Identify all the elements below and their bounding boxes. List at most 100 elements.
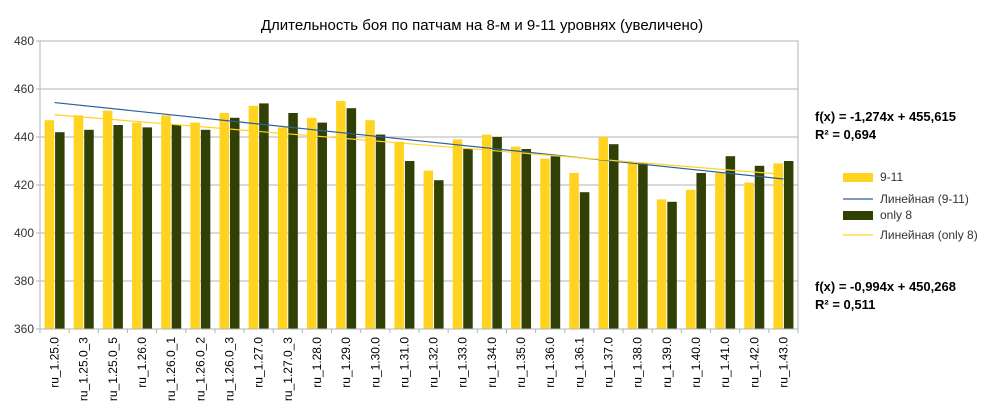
x-tick-label: ru_1.33.0 (456, 337, 470, 388)
bar-9-11 (627, 163, 638, 329)
x-tick-label: ru_1.39.0 (660, 337, 674, 388)
x-tick-label: ru_1.35.0 (514, 337, 528, 388)
bar-9-11 (685, 189, 696, 329)
trendline-only-8 (54, 114, 784, 175)
x-tick-label: ru_1.43.0 (776, 337, 790, 388)
y-tick-label: 480 (14, 34, 34, 48)
x-tick-label: ru_1.37.0 (602, 337, 616, 388)
x-tick-label: ru_1.36.1 (572, 337, 586, 388)
bar-only-8 (404, 161, 415, 329)
bar-only-8 (521, 149, 532, 329)
legend-swatch-9-11 (843, 173, 873, 182)
y-tick-label: 380 (14, 274, 34, 288)
bar-9-11 (190, 122, 200, 329)
bar-only-8 (579, 192, 590, 329)
r2-only-8: R² = 0,511 (815, 297, 875, 312)
bar-9-11 (219, 113, 229, 329)
bar-only-8 (463, 149, 473, 329)
y-axis-ticks: 360 380 400 420 440 460 480 (14, 34, 40, 336)
bar-9-11 (365, 120, 375, 329)
x-tick-label: ru_1.27.0_3 (281, 337, 295, 401)
bar-only-8 (113, 125, 123, 329)
x-tick-label: ru_1.30.0 (368, 337, 382, 388)
bar-9-11 (73, 115, 84, 330)
bar-9-11 (540, 158, 550, 329)
bar-only-8 (200, 129, 211, 329)
x-tick-label: ru_1.34.0 (485, 337, 499, 388)
x-tick-label: ru_1.25.0 (48, 337, 62, 388)
x-tick-label: ru_1.40.0 (689, 337, 703, 388)
bar-9-11 (306, 117, 317, 329)
bar-9-11 (44, 120, 55, 329)
x-tick-label: ru_1.26.0_2 (193, 337, 207, 401)
bar-only-8 (434, 180, 444, 329)
trendline-equations: f(x) = -1,274x + 455,615 R² = 0,694 f(x)… (815, 109, 956, 312)
legend-label-9-11: 9-11 (880, 170, 903, 184)
x-tick-label: ru_1.36.0 (543, 337, 557, 388)
trendlines (54, 101, 784, 180)
bar-9-11 (656, 199, 667, 329)
x-tick-label: ru_1.27.0 (252, 337, 266, 388)
x-tick-label: ru_1.25.0_5 (106, 337, 120, 401)
bar-9-11 (569, 173, 579, 329)
x-tick-label: ru_1.42.0 (747, 337, 761, 388)
bar-9-11 (277, 127, 288, 330)
legend: 9-11 Линейная (9-11) only 8 Линейная (on… (843, 170, 978, 242)
bar-only-8 (230, 117, 240, 329)
y-tick-label: 400 (14, 226, 34, 240)
bar-only-8 (84, 129, 94, 329)
y-tick-label: 440 (14, 130, 34, 144)
bar-9-11 (773, 163, 783, 329)
legend-label-only-8: only 8 (880, 208, 912, 222)
bar-only-8 (783, 161, 794, 329)
equation-9-11: f(x) = -1,274x + 455,615 (815, 109, 956, 124)
x-tick-label: ru_1.26.0_1 (164, 337, 178, 401)
legend-label-trend-only-8: Линейная (only 8) (880, 228, 978, 242)
bar-9-11 (744, 182, 754, 329)
r2-9-11: R² = 0,694 (815, 127, 877, 142)
x-tick-label: ru_1.29.0 (339, 337, 353, 388)
bar-9-11 (394, 141, 404, 329)
bar-only-8 (55, 132, 65, 329)
x-tick-label: ru_1.31.0 (397, 337, 411, 388)
x-axis-ticks: ru_1.25.0 ru_1.25.0_3 ru_1.25.0_5 ru_1.26.0… (39, 329, 799, 401)
x-tick-label: ru_1.38.0 (631, 337, 645, 388)
x-tick-label: ru_1.32.0 (427, 337, 441, 388)
bar-only-8 (288, 113, 298, 329)
bar-only-8 (171, 125, 182, 329)
bar-9-11 (161, 115, 171, 330)
bar-only-8 (550, 156, 561, 329)
bar-9-11 (132, 122, 142, 329)
x-tick-label: ru_1.25.0_3 (77, 337, 91, 401)
x-tick-label: ru_1.26.0 (135, 337, 149, 388)
bar-9-11 (481, 134, 492, 329)
bar-only-8 (725, 156, 736, 329)
bar-only-8 (375, 134, 386, 329)
bar-only-8 (667, 201, 677, 329)
bar-only-8 (142, 127, 153, 330)
bar-only-8 (346, 108, 357, 329)
x-tick-label: ru_1.26.0_3 (223, 337, 237, 401)
bar-9-11 (248, 105, 259, 329)
bar-9-11 (336, 101, 346, 329)
y-tick-label: 420 (14, 178, 34, 192)
equation-only-8: f(x) = -0,994x + 450,268 (815, 279, 956, 294)
bar-only-8 (638, 163, 648, 329)
bar-only-8 (492, 137, 502, 329)
y-tick-label: 360 (14, 322, 34, 336)
legend-swatch-only-8 (843, 211, 873, 220)
bar-9-11 (102, 110, 113, 329)
bar-only-8 (609, 144, 619, 329)
bar-9-11 (511, 146, 521, 329)
bar-only-8 (754, 165, 765, 329)
gridlines (40, 40, 798, 330)
x-tick-label: ru_1.41.0 (718, 337, 732, 388)
x-tick-label: ru_1.28.0 (310, 337, 324, 388)
bar-only-8 (259, 103, 269, 330)
bar-9-11 (423, 170, 434, 329)
bar-only-8 (317, 122, 327, 329)
chart-title: Длительность боя по патчам на 8-м и 9-11… (261, 17, 703, 34)
legend-label-trend-9-11: Линейная (9-11) (880, 192, 969, 206)
bar-9-11 (715, 173, 725, 329)
bar-9-11 (598, 137, 608, 329)
